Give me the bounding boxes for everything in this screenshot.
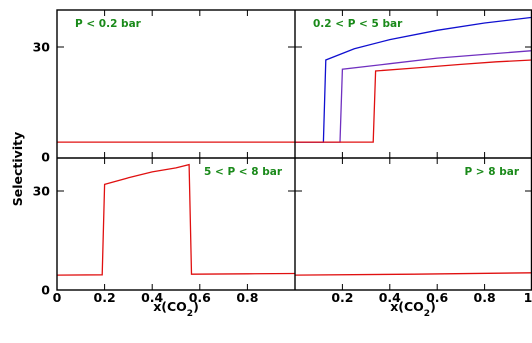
y-tick-label: 0 (41, 283, 50, 298)
x-tick-label: 0.2 (94, 290, 116, 305)
x-tick-label-right: 0.4 (379, 290, 401, 305)
x-axis-label-left-sub: 2 (187, 309, 193, 319)
x-tick-label: 0.8 (236, 290, 258, 305)
x-axis-label-right-main: x(CO (390, 299, 424, 314)
panel-3-label: 5 < P < 8 bar (204, 166, 283, 178)
y-axis-label: Selectivity (10, 132, 25, 206)
panel-2: 0.2 < P < 5 bar (295, 16, 532, 143)
x-axis-label-left-close: ) (193, 299, 199, 314)
x-axis-label-right-close: ) (430, 299, 436, 314)
y-tick-label: 30 (33, 40, 51, 55)
tick-labels: 0 0.2 0.4 0.6 0.8 0.2 0.4 0.6 0.8 1 0 30 0 30 (33, 40, 532, 306)
x-tick-label-right: 0.8 (474, 290, 496, 305)
y-tick-label: 30 (33, 184, 51, 199)
panel-4: P > 8 bar (294, 166, 532, 276)
tick-marks (57, 10, 532, 290)
panels-group: P < 0.2 bar 0.2 < P < 5 bar 5 < P < 8 bar P… (56, 16, 532, 276)
panel-2-label: 0.2 < P < 5 bar (313, 18, 403, 30)
panel-3: 5 < P < 8 bar (56, 163, 296, 276)
x-tick-label-right: 0.2 (331, 290, 353, 305)
x-axis-label-right-sub: 2 (424, 309, 430, 319)
panel-2-series-3 (295, 59, 532, 143)
x-tick-label: 0.6 (189, 290, 211, 305)
panel-frames (56, 9, 532, 291)
panel-4-series-1 (294, 272, 532, 276)
x-axis-label-left-main: x(CO (153, 299, 187, 314)
panel-2-series-1 (295, 16, 532, 143)
x-axis-label-right: x(CO2) (390, 299, 436, 319)
y-tick-label: 0 (41, 150, 50, 165)
x-tick-label-right: 0.6 (426, 290, 448, 305)
panel-4-label: P > 8 bar (464, 166, 519, 178)
x-tick-label-right: 1 (524, 290, 532, 305)
panel-1: P < 0.2 bar (57, 18, 295, 143)
panel-1-label: P < 0.2 bar (75, 18, 142, 30)
panel-3-series-1 (56, 163, 296, 276)
panel-2-series-2 (295, 50, 532, 143)
outer-frame (56, 9, 532, 291)
x-tick-label: 0 (53, 290, 62, 305)
x-tick-label: 0.4 (141, 290, 163, 305)
x-axis-label-left: x(CO2) (153, 299, 199, 319)
